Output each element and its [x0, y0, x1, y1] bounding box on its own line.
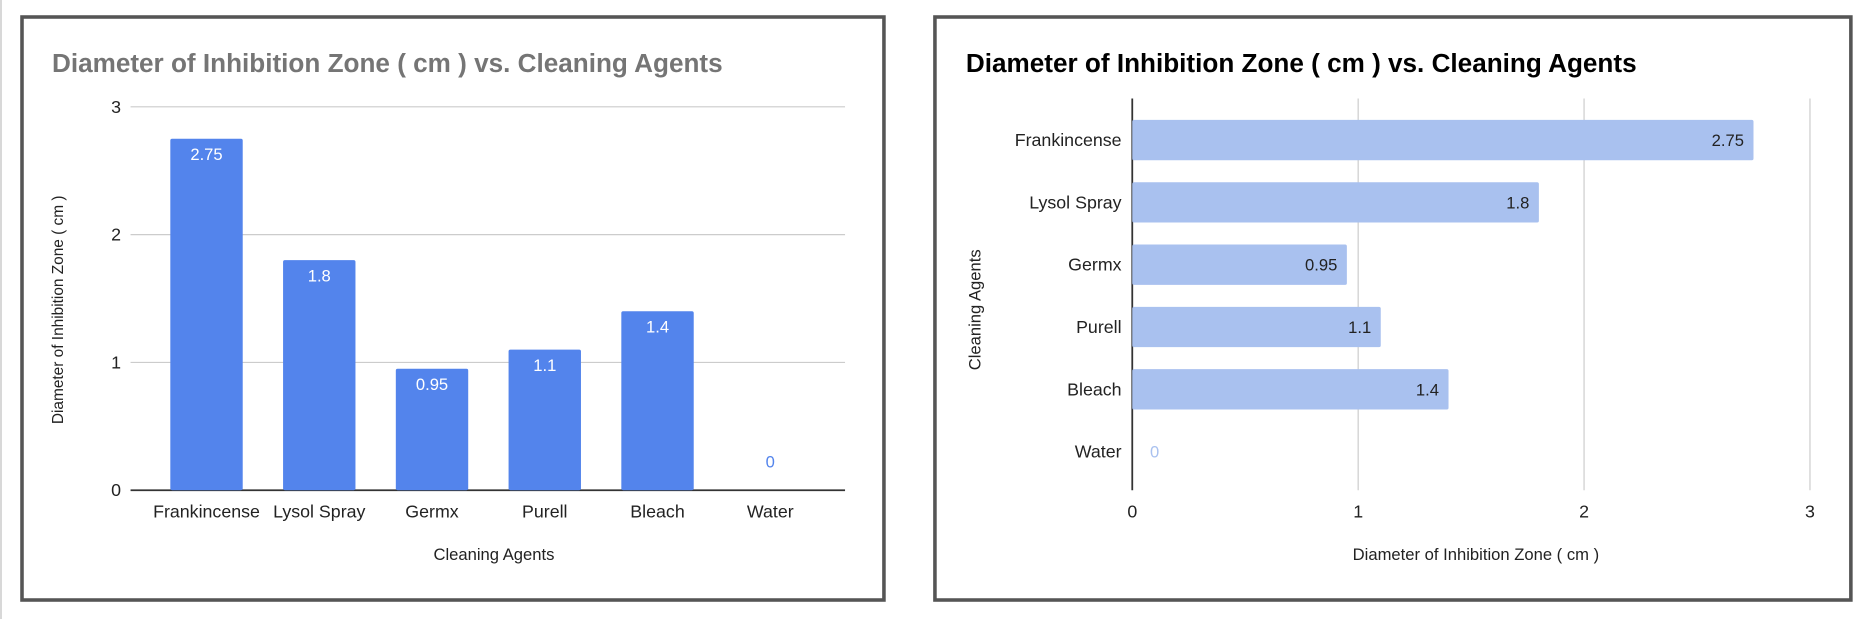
x-tick-label: 3 — [1805, 502, 1815, 522]
page-edge — [0, 0, 2, 619]
x-tick-label: 0 — [1127, 502, 1137, 522]
data-label: 1.4 — [1416, 380, 1439, 399]
data-label: 1.1 — [1348, 318, 1371, 337]
y-axis-title: Cleaning Agents — [965, 249, 984, 370]
x-tick-label: 1 — [1353, 502, 1363, 522]
data-label: 2.75 — [190, 145, 222, 164]
y-tick-label: Bleach — [1067, 379, 1121, 399]
x-tick-label: Purell — [522, 502, 568, 522]
bar — [621, 311, 694, 491]
y-tick-label: Germx — [1068, 255, 1121, 275]
y-tick-label: Lysol Spray — [1029, 192, 1121, 212]
x-tick-label: Frankincense — [153, 502, 260, 522]
x-tick-label: Water — [747, 502, 794, 522]
x-axis-title: Diameter of Inhibition Zone ( cm ) — [1353, 545, 1599, 564]
chart-frame — [20, 15, 886, 602]
chart-title: Diameter of Inhibition Zone ( cm ) vs. C… — [966, 48, 1637, 78]
bar — [283, 260, 356, 491]
data-label: 0 — [766, 453, 775, 472]
y-axis-title: Diameter of Inhibition Zone ( cm ) — [50, 195, 67, 424]
x-tick-label: Lysol Spray — [273, 502, 365, 522]
chart-title: Diameter of Inhibition Zone ( cm ) vs. C… — [52, 48, 723, 78]
y-tick-label: 0 — [111, 480, 121, 500]
bar — [1132, 244, 1347, 285]
y-tick-label: Purell — [1076, 317, 1122, 337]
data-label: 0 — [1150, 443, 1159, 462]
data-label: 2.75 — [1712, 131, 1744, 150]
bar — [1132, 306, 1381, 348]
x-axis-title: Cleaning Agents — [433, 545, 554, 564]
bar — [508, 349, 581, 491]
data-label: 1.8 — [1506, 193, 1529, 212]
bar — [170, 138, 243, 491]
bar — [1132, 369, 1449, 410]
y-tick-label: 3 — [111, 97, 121, 117]
data-label: 0.95 — [416, 375, 448, 394]
horizontal-bar-chart: Diameter of Inhibition Zone ( cm ) vs. C… — [933, 15, 1853, 602]
data-label: 1.8 — [308, 267, 331, 286]
bar — [1132, 119, 1754, 161]
x-tick-label: Germx — [405, 502, 458, 522]
data-label: 0.95 — [1305, 256, 1337, 275]
y-tick-label: Water — [1075, 442, 1122, 462]
y-tick-label: Frankincense — [1015, 130, 1122, 150]
x-tick-label: 2 — [1579, 502, 1589, 522]
bar — [1132, 182, 1539, 223]
y-tick-label: 1 — [111, 352, 121, 372]
data-label: 1.4 — [646, 318, 669, 337]
data-label: 1.1 — [533, 356, 556, 375]
x-tick-label: Bleach — [630, 502, 684, 522]
chart-frame — [933, 15, 1853, 602]
y-tick-label: 2 — [111, 225, 121, 245]
vertical-bar-chart: Diameter of Inhibition Zone ( cm ) vs. C… — [20, 15, 886, 602]
bar — [395, 368, 469, 491]
